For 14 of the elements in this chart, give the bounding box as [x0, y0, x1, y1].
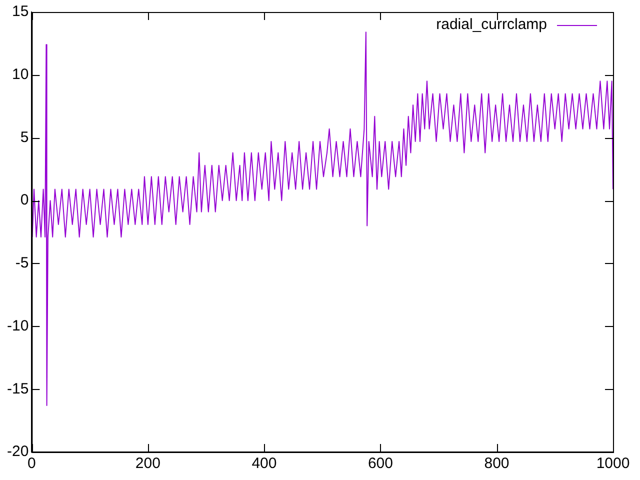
y-tick-label: -15 — [6, 380, 29, 398]
y-tick-label: 0 — [20, 192, 29, 209]
y-tick-label: -20 — [6, 443, 29, 460]
x-tick-label: 600 — [368, 455, 393, 472]
y-tick-label: -5 — [15, 254, 29, 272]
y-tick-label: 10 — [12, 66, 29, 83]
x-tick-label: 200 — [135, 455, 160, 472]
y-tick-label: 5 — [20, 128, 29, 146]
y-tick-label: 15 — [12, 3, 29, 20]
legend-label: radial_currclamp — [436, 16, 547, 34]
y-tick-label: -10 — [6, 317, 29, 334]
x-tick-label: 800 — [484, 455, 510, 472]
x-tick-label: 400 — [252, 455, 277, 472]
x-tick-label: 1000 — [596, 455, 630, 472]
